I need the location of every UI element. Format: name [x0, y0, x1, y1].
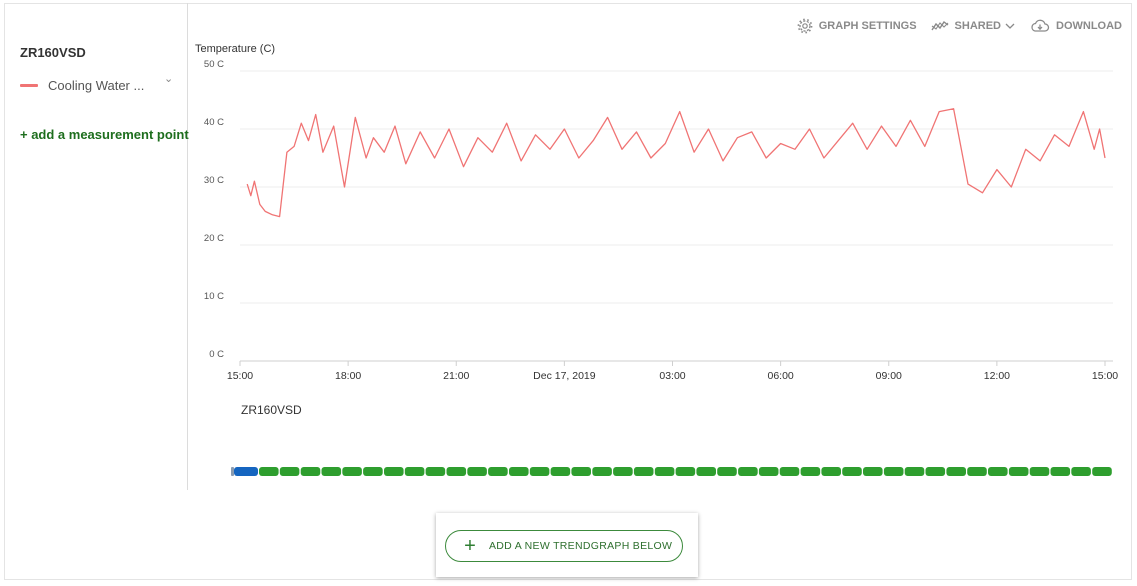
add-trendgraph-panel: + ADD A NEW TRENDGRAPH BELOW — [436, 513, 698, 577]
add-trendgraph-label: ADD A NEW TRENDGRAPH BELOW — [489, 540, 673, 552]
cloud-download-icon — [1031, 19, 1050, 32]
plus-icon: + — [464, 535, 476, 557]
y-tick-label: 30 C — [204, 175, 224, 186]
gear-icon — [797, 18, 813, 34]
asset-name: ZR160VSD — [20, 45, 86, 60]
measurement-point-label: Cooling Water ... — [48, 77, 145, 93]
x-tick-label: 03:00 — [659, 370, 685, 382]
x-tick-label: 09:00 — [876, 370, 902, 382]
x-tick-label: 15:00 — [227, 370, 253, 382]
shared-button[interactable]: SHARED — [930, 19, 1016, 33]
x-tick-label: Dec 17, 2019 — [533, 370, 596, 382]
y-tick-label: 20 C — [204, 233, 224, 244]
graph-settings-button[interactable]: GRAPH SETTINGS — [797, 18, 917, 34]
add-trendgraph-button[interactable]: + ADD A NEW TRENDGRAPH BELOW — [445, 530, 683, 562]
x-tick-label: 15:00 — [1092, 370, 1118, 382]
measurement-point-item[interactable]: Cooling Water ... ⌄ — [20, 73, 180, 95]
chevron-down-icon[interactable]: ⌄ — [164, 73, 174, 85]
trend-icon — [930, 20, 948, 31]
y-axis-label: Temperature (C) — [195, 43, 275, 55]
download-button[interactable]: DOWNLOAD — [1030, 18, 1122, 34]
x-tick-label: 18:00 — [335, 370, 361, 382]
status-bar-title: ZR160VSD — [241, 403, 302, 417]
chevron-down-icon — [1005, 23, 1015, 29]
graph-settings-label: GRAPH SETTINGS — [818, 20, 917, 32]
download-label: DOWNLOAD — [1056, 20, 1122, 32]
y-tick-label: 50 C — [204, 59, 224, 70]
y-tick-label: 40 C — [204, 117, 224, 128]
measurement-sidebar: ZR160VSD Cooling Water ... ⌄ + add a mea… — [4, 3, 189, 490]
legend-line-icon — [20, 83, 38, 87]
y-tick-label: 0 C — [209, 349, 224, 360]
graph-toolbar: GRAPH SETTINGS SHARED DOWNLOAD — [783, 16, 1122, 36]
shared-label: SHARED — [954, 20, 1001, 32]
x-tick-label: 06:00 — [767, 370, 793, 382]
page-frame — [4, 3, 1132, 580]
x-tick-label: 12:00 — [984, 370, 1010, 382]
x-tick-label: 21:00 — [443, 370, 469, 382]
trend-chart[interactable]: Temperature (C) 0 C 10 C 20 C 30 C 40 C 50 C 15… — [188, 36, 1128, 391]
series-line — [246, 108, 1106, 218]
y-tick-label: 10 C — [204, 291, 224, 302]
add-measurement-point-link[interactable]: + add a measurement point — [20, 127, 189, 142]
